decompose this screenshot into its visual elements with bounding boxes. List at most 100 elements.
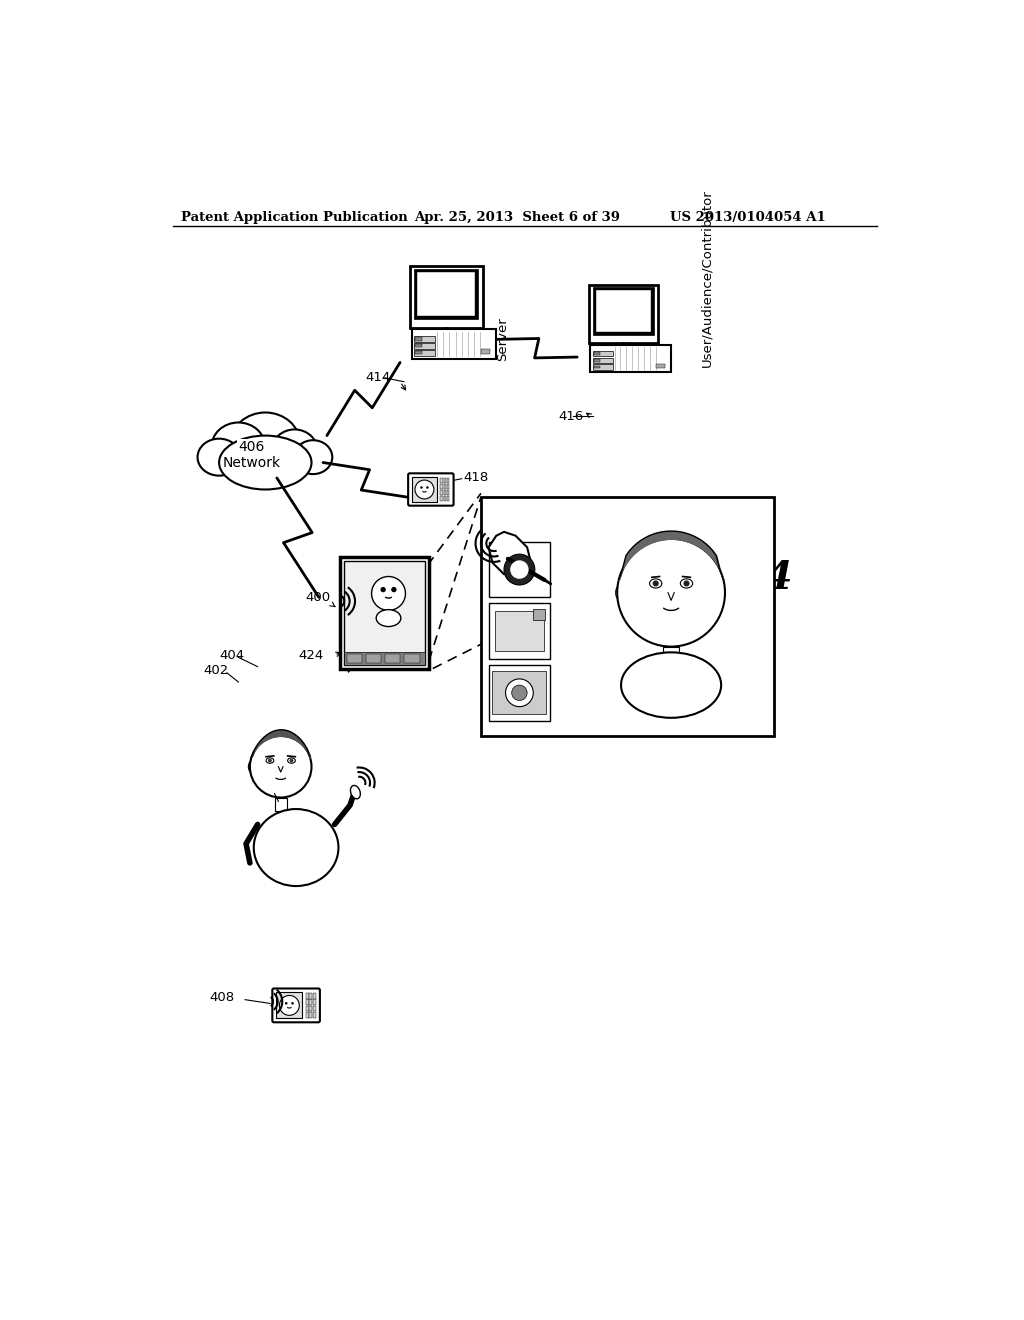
- Bar: [594, 359, 600, 362]
- Bar: [443, 483, 446, 490]
- Bar: [313, 993, 315, 998]
- Circle shape: [290, 759, 294, 763]
- Ellipse shape: [585, 548, 608, 566]
- Circle shape: [420, 486, 423, 488]
- Bar: [589, 285, 658, 343]
- Bar: [664, 647, 679, 664]
- Bar: [344, 652, 425, 665]
- Circle shape: [250, 737, 311, 797]
- Bar: [443, 490, 446, 495]
- Text: 416: 416: [558, 409, 583, 422]
- Ellipse shape: [376, 610, 400, 627]
- Circle shape: [504, 554, 535, 585]
- Text: 418: 418: [463, 471, 488, 484]
- Ellipse shape: [211, 422, 265, 471]
- Bar: [534, 609, 545, 620]
- Ellipse shape: [680, 578, 692, 589]
- Text: Server: Server: [497, 318, 509, 362]
- Bar: [309, 1012, 312, 1018]
- Text: 424: 424: [497, 502, 521, 515]
- Bar: [446, 483, 450, 490]
- Circle shape: [291, 1002, 294, 1005]
- Bar: [446, 490, 450, 495]
- Bar: [404, 653, 420, 663]
- Bar: [414, 350, 435, 355]
- Ellipse shape: [592, 541, 625, 568]
- Text: 400: 400: [306, 591, 331, 603]
- Bar: [415, 268, 478, 319]
- Bar: [440, 490, 442, 495]
- Bar: [306, 999, 308, 1005]
- Bar: [495, 611, 544, 651]
- Bar: [593, 358, 613, 363]
- Bar: [593, 364, 613, 370]
- Bar: [446, 478, 450, 483]
- Circle shape: [512, 685, 527, 701]
- Bar: [440, 478, 442, 483]
- Circle shape: [372, 577, 406, 610]
- Text: 414: 414: [366, 371, 391, 384]
- Bar: [481, 350, 490, 354]
- Bar: [446, 496, 450, 502]
- Bar: [440, 483, 442, 490]
- Bar: [306, 993, 308, 998]
- Bar: [313, 1006, 315, 1011]
- Ellipse shape: [620, 554, 635, 568]
- Bar: [656, 364, 665, 368]
- Ellipse shape: [271, 429, 317, 473]
- Bar: [488, 543, 550, 598]
- Bar: [488, 603, 550, 659]
- Text: 420: 420: [280, 841, 305, 854]
- Text: 406: 406: [239, 440, 264, 454]
- Bar: [481, 498, 773, 737]
- Bar: [593, 286, 653, 335]
- Ellipse shape: [621, 652, 721, 718]
- Ellipse shape: [198, 438, 241, 475]
- Circle shape: [268, 759, 271, 763]
- Bar: [443, 496, 446, 502]
- Circle shape: [683, 581, 689, 586]
- Ellipse shape: [266, 758, 273, 763]
- Bar: [493, 672, 547, 714]
- Ellipse shape: [288, 758, 295, 763]
- Bar: [274, 797, 287, 812]
- Bar: [340, 557, 429, 668]
- Bar: [313, 1012, 315, 1018]
- FancyBboxPatch shape: [272, 989, 319, 1022]
- Circle shape: [391, 587, 396, 593]
- Text: Apr. 25, 2013  Sheet 6 of 39: Apr. 25, 2013 Sheet 6 of 39: [414, 211, 620, 224]
- Circle shape: [617, 539, 725, 647]
- Text: 404: 404: [219, 648, 245, 661]
- Circle shape: [381, 587, 386, 593]
- Ellipse shape: [588, 553, 629, 576]
- Ellipse shape: [350, 785, 360, 799]
- Circle shape: [415, 480, 434, 499]
- Bar: [366, 653, 381, 663]
- Text: 406: 406: [543, 568, 567, 581]
- Bar: [412, 478, 437, 502]
- Bar: [306, 1012, 308, 1018]
- Bar: [596, 290, 651, 333]
- Bar: [306, 1006, 308, 1011]
- Ellipse shape: [649, 578, 662, 589]
- Text: Patent Application Publication: Patent Application Publication: [180, 211, 408, 224]
- Text: US 2013/0104054 A1: US 2013/0104054 A1: [670, 211, 825, 224]
- Bar: [344, 561, 425, 665]
- Bar: [488, 665, 550, 721]
- Bar: [410, 267, 483, 327]
- Bar: [594, 366, 600, 368]
- Text: 408: 408: [209, 991, 234, 1005]
- Bar: [346, 653, 361, 663]
- Text: 422: 422: [379, 612, 402, 626]
- Circle shape: [285, 1002, 288, 1005]
- Bar: [385, 653, 400, 663]
- Circle shape: [506, 678, 534, 706]
- Bar: [591, 345, 671, 372]
- Text: 410: 410: [650, 548, 676, 561]
- Bar: [309, 999, 312, 1005]
- Bar: [412, 330, 497, 359]
- Ellipse shape: [219, 436, 311, 490]
- Bar: [309, 1006, 312, 1011]
- Text: Fig. 4: Fig. 4: [670, 558, 793, 598]
- Bar: [414, 337, 435, 342]
